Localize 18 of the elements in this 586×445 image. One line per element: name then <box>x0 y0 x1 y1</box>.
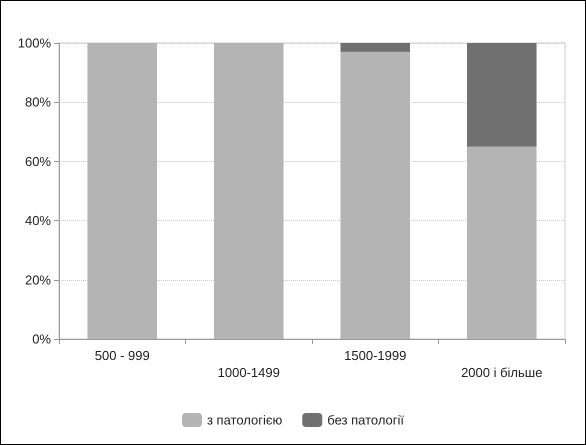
x-tick-label: 500 - 999 <box>94 348 150 363</box>
legend-label: без патології <box>327 412 404 428</box>
bar <box>340 43 410 52</box>
x-tick-label: 2000 і більше <box>461 365 542 380</box>
y-tick-label: 100% <box>18 36 52 50</box>
bar <box>214 43 284 339</box>
y-tick-label: 40% <box>24 213 52 228</box>
bar <box>466 146 537 339</box>
y-tick-label: 20% <box>24 272 52 288</box>
x-tick-label: 1000-1499 <box>218 365 280 380</box>
legend-label: з патологією <box>206 412 283 428</box>
y-tick-label: 60% <box>24 154 52 169</box>
y-tick-label: 0% <box>32 332 52 346</box>
y-tick-label: 80% <box>24 94 52 110</box>
bar <box>340 52 410 339</box>
bar <box>87 43 158 339</box>
x-tick-label: 1500-1999 <box>344 348 406 363</box>
bar <box>466 43 537 147</box>
